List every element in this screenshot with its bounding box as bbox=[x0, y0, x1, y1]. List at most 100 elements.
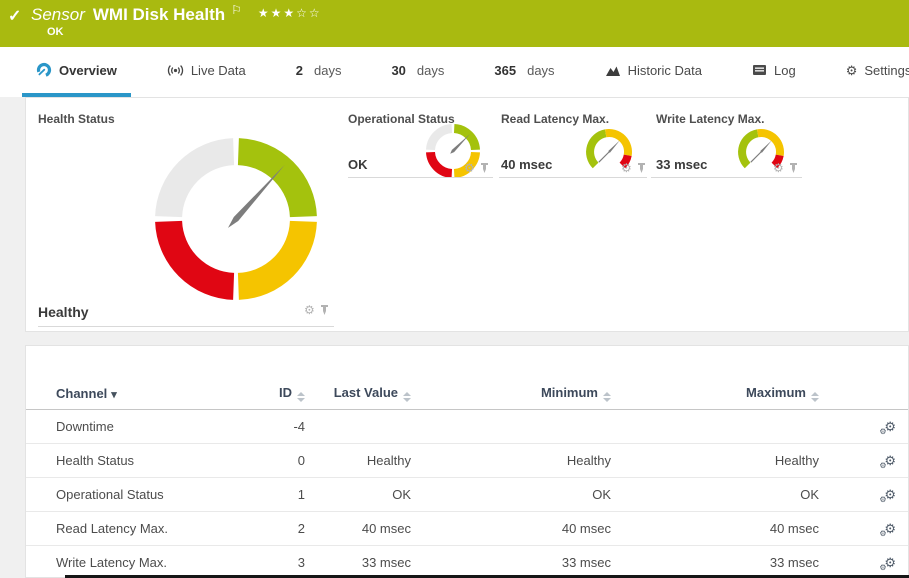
tile-value: OK bbox=[348, 157, 368, 172]
gauge-icon bbox=[36, 62, 52, 77]
cell-max bbox=[631, 409, 839, 444]
gauge-needle bbox=[450, 134, 470, 154]
cell-last: 40 msec bbox=[321, 511, 431, 546]
status-check-icon: ✓ bbox=[8, 8, 22, 25]
tab-label: Live Data bbox=[190, 62, 246, 78]
tile-write-latency: Write Latency Max. 33 msec ⚙ bbox=[651, 98, 803, 195]
col-header-minimum[interactable]: Minimum bbox=[431, 379, 631, 410]
col-header-maximum[interactable]: Maximum bbox=[631, 379, 839, 410]
tab-30-days[interactable]: 30 days bbox=[377, 47, 458, 97]
table-row-downtime[interactable]: Downtime -4 ⚙ ⚙ bbox=[26, 409, 908, 444]
gauge-needle bbox=[228, 164, 285, 228]
pin-icon[interactable] bbox=[637, 162, 646, 174]
tab-settings[interactable]: ⚙ Settings bbox=[832, 47, 909, 97]
bottom-dark-bar bbox=[65, 575, 909, 578]
col-header-last-value[interactable]: Last Value bbox=[321, 379, 431, 410]
cell-max: 33 msec bbox=[631, 545, 839, 577]
cell-min: OK bbox=[431, 477, 631, 512]
sort-icon bbox=[403, 392, 411, 403]
tile-tools: ⚙ bbox=[773, 162, 798, 174]
tab-365-days[interactable]: 365 days bbox=[480, 47, 568, 97]
col-header-edit bbox=[839, 379, 908, 410]
tile-value: Healthy bbox=[38, 304, 89, 320]
overview-gauges-panel: Health Status Healthy ⚙ Operational Stat… bbox=[25, 97, 909, 332]
cell-id: 2 bbox=[276, 511, 321, 546]
col-header-id[interactable]: ID bbox=[276, 379, 321, 410]
cell-channel: Write Latency Max. bbox=[26, 545, 276, 577]
cell-id: 1 bbox=[276, 477, 321, 512]
cell-id: -4 bbox=[276, 409, 321, 444]
channel-settings-icon[interactable]: ⚙ ⚙ bbox=[879, 418, 896, 436]
tab-label: Settings bbox=[864, 62, 909, 78]
pin-icon[interactable] bbox=[480, 162, 489, 174]
channel-settings-icon[interactable]: ⚙ ⚙ bbox=[879, 486, 896, 504]
tile-title: Health Status bbox=[38, 112, 115, 126]
write-latency-gauge bbox=[738, 129, 784, 169]
tab-overview[interactable]: Overview bbox=[22, 47, 131, 97]
tab-log[interactable]: Log bbox=[738, 47, 810, 97]
channel-settings-icon[interactable]: ⚙ ⚙ bbox=[879, 520, 896, 538]
cell-id: 0 bbox=[276, 443, 321, 478]
status-badge: OK bbox=[47, 26, 64, 38]
pin-icon[interactable] bbox=[789, 162, 798, 174]
tab-label: days bbox=[527, 62, 555, 78]
cell-min: 33 msec bbox=[431, 545, 631, 577]
cell-channel: Health Status bbox=[26, 443, 276, 478]
object-kind-label: Sensor bbox=[31, 5, 85, 24]
tile-health-status: Health Status Healthy ⚙ bbox=[26, 98, 341, 333]
cell-last: Healthy bbox=[321, 443, 431, 478]
sensor-title: WMI Disk Health bbox=[92, 5, 226, 24]
gauge-needle bbox=[760, 140, 772, 153]
tile-title: Operational Status bbox=[348, 112, 455, 126]
tab-number: 30 bbox=[391, 62, 406, 78]
tile-divider bbox=[651, 177, 802, 178]
tab-label: Overview bbox=[59, 62, 117, 78]
cell-channel: Read Latency Max. bbox=[26, 511, 276, 546]
cell-min bbox=[431, 409, 631, 444]
channel-settings-icon[interactable]: ⚙ ⚙ bbox=[879, 554, 896, 572]
cell-max: OK bbox=[631, 477, 839, 512]
tile-read-latency: Read Latency Max. 40 msec ⚙ bbox=[496, 98, 648, 195]
table-header-row: Channel ▾ ID Last Value Minimum Maximum bbox=[26, 379, 908, 410]
cell-last bbox=[321, 409, 431, 444]
col-header-channel[interactable]: Channel ▾ bbox=[26, 379, 276, 410]
tile-value: 40 msec bbox=[501, 157, 553, 172]
table-row-write-latency[interactable]: Write Latency Max. 3 33 msec 33 msec 33 … bbox=[26, 545, 908, 577]
gear-icon[interactable]: ⚙ bbox=[464, 161, 475, 175]
tile-title: Write Latency Max. bbox=[656, 112, 765, 126]
tile-value: 33 msec bbox=[656, 157, 708, 172]
gauge-needle bbox=[608, 140, 620, 153]
sort-icon bbox=[603, 392, 611, 403]
pin-icon[interactable] bbox=[320, 304, 329, 316]
priority-stars[interactable]: ★★★☆☆ bbox=[257, 6, 322, 20]
cell-max: 40 msec bbox=[631, 511, 839, 546]
sort-desc-icon: ▾ bbox=[111, 389, 117, 402]
gear-icon[interactable]: ⚙ bbox=[304, 303, 315, 317]
cell-min: Healthy bbox=[431, 443, 631, 478]
live-signal-icon bbox=[167, 64, 183, 76]
table-row-operational-status[interactable]: Operational Status 1 OK OK OK ⚙ ⚙ bbox=[26, 477, 908, 512]
cell-channel: Downtime bbox=[26, 409, 276, 444]
tile-title: Read Latency Max. bbox=[501, 112, 610, 126]
channel-settings-icon[interactable]: ⚙ ⚙ bbox=[879, 452, 896, 470]
log-list-icon bbox=[752, 65, 766, 75]
tile-tools: ⚙ bbox=[304, 304, 329, 316]
tab-live-data[interactable]: Live Data bbox=[153, 47, 260, 97]
gear-icon[interactable]: ⚙ bbox=[773, 161, 784, 175]
gear-icon[interactable]: ⚙ bbox=[621, 161, 632, 175]
tab-number: 365 bbox=[494, 62, 517, 78]
tab-historic-data[interactable]: Historic Data bbox=[591, 47, 716, 97]
tile-divider bbox=[38, 326, 334, 327]
table-row-health-status[interactable]: Health Status 0 Healthy Healthy Healthy … bbox=[26, 443, 908, 478]
tile-divider bbox=[499, 177, 647, 178]
tab-2-days[interactable]: 2 days bbox=[282, 47, 356, 97]
gear-icon: ⚙ bbox=[845, 62, 858, 78]
table-row-read-latency[interactable]: Read Latency Max. 2 40 msec 40 msec 40 m… bbox=[26, 511, 908, 546]
channel-table: Channel ▾ ID Last Value Minimum Maximum bbox=[26, 379, 908, 577]
priority-flag-icon[interactable]: ⚐ bbox=[231, 3, 242, 17]
area-chart-icon bbox=[605, 66, 620, 76]
tab-label: Historic Data bbox=[627, 62, 702, 78]
tile-operational-status: Operational Status OK ⚙ bbox=[341, 98, 493, 195]
tab-label: Log bbox=[773, 62, 796, 78]
sort-icon bbox=[811, 392, 819, 403]
